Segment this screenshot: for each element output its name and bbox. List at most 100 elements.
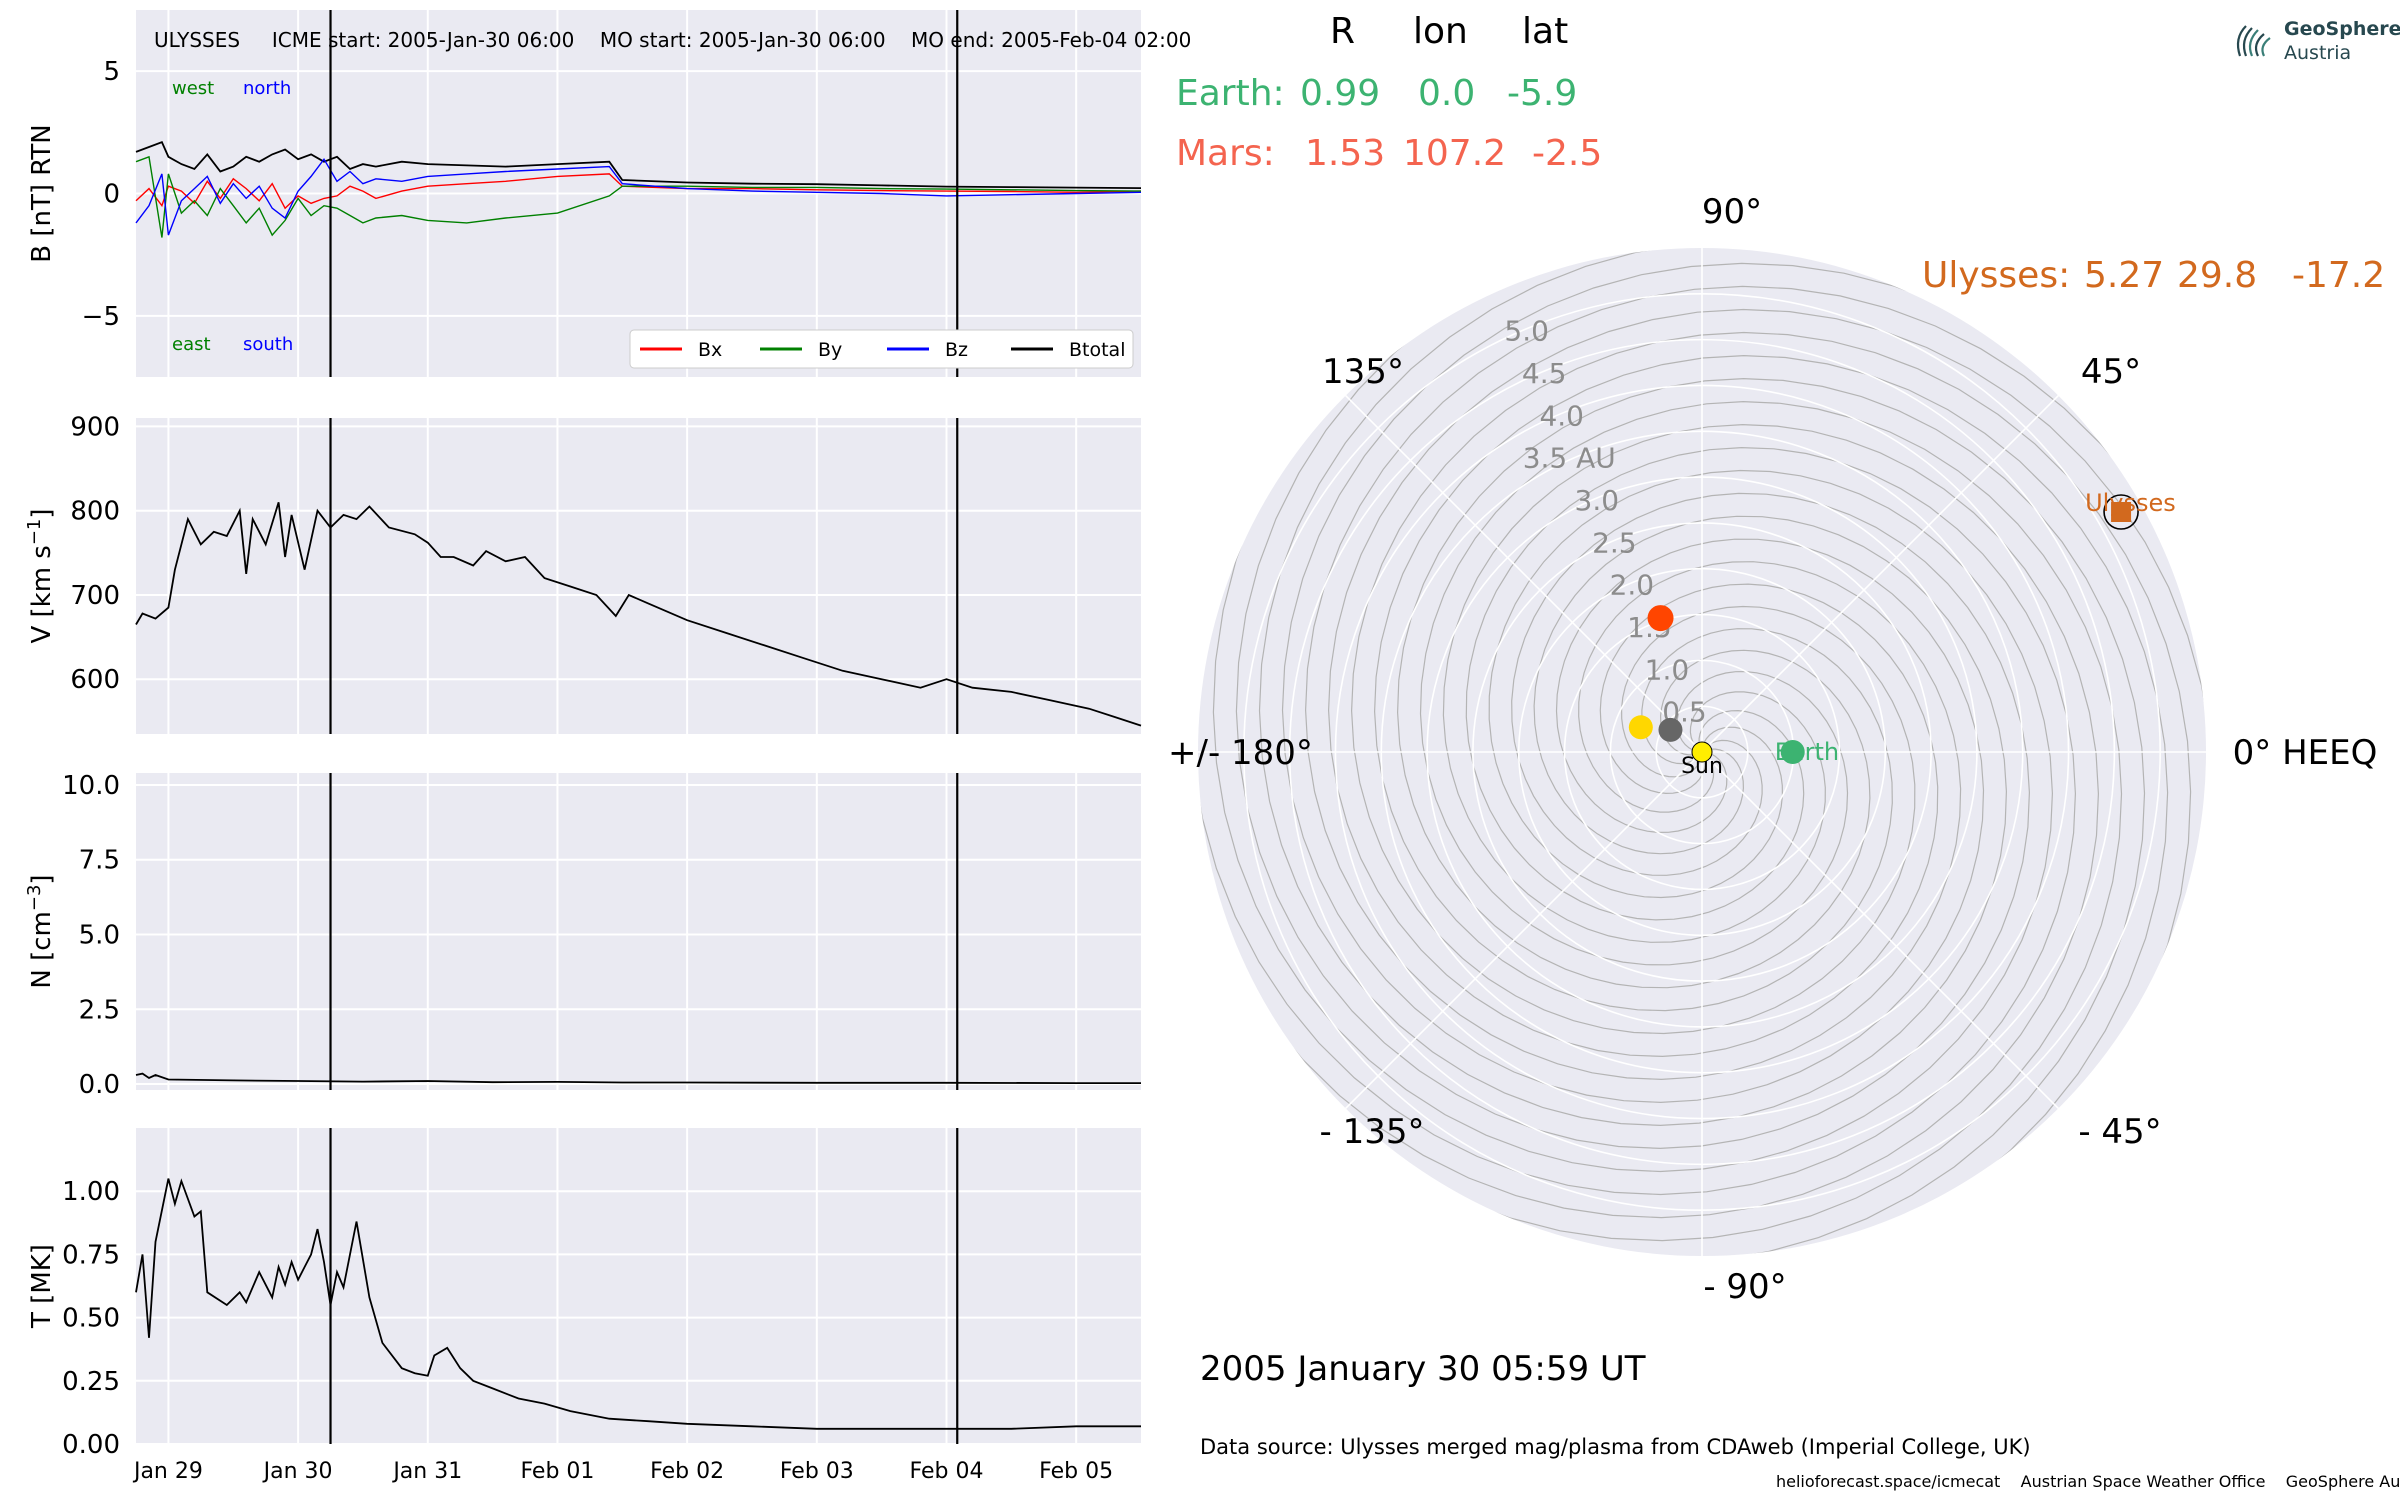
legend-label-By: By [818,339,842,361]
r-tick-label: 4.0 [1539,399,1584,432]
angle-label: 0° HEEQ [2233,733,2378,773]
ulysses-row-r: 5.27 [2084,255,2165,296]
y-tick-label: 0.25 [62,1367,120,1397]
series-V [135,502,1142,727]
mars-marker [1647,605,1674,632]
y-tick-label: 800 [70,497,120,527]
x-tick-label: Feb 01 [520,1459,594,1484]
r-tick-label: 5.0 [1504,315,1549,348]
earth-row-r: 0.99 [1300,73,1381,114]
ulysses-marker-ring [2103,494,2139,530]
series-N [135,1072,1141,1084]
panel-temperature: 0.00 0.25 0.50 0.75 1.00 T [MK] Jan 29 Jan 30 Ja… [27,1128,1141,1484]
angle-spoke [1701,395,2059,753]
annot-west: west [172,78,214,99]
mars-row-r: 1.53 [1305,133,1386,174]
title-spacecraft: ULYSSES [154,28,241,52]
series-Bx [135,173,1142,210]
legend: Bx By Bz Btotal [629,329,1134,369]
footer: helioforecast.space/icmecat Austrian Spa… [1776,1474,2400,1490]
r-tick-label: 1.0 [1645,653,1690,686]
angle-spoke [1345,751,1703,1109]
y-tick-label: 2.5 [79,995,120,1025]
ulysses-label: Ulysses [2085,489,2176,517]
footer-office: Austrian Space Weather Office [2020,1472,2266,1491]
polar-plot: 0.51.01.52.02.53.03.5 AU4.04.55.00° HEEQ… [1168,192,2377,1307]
y-axis-label: T [MK] [27,1244,57,1329]
x-tick-label: Feb 04 [910,1459,984,1484]
ulysses-row-lon: 29.8 [2177,255,2258,296]
annot-north: north [243,78,291,99]
title-icme-start: ICME start: 2005-Jan-30 06:00 [271,28,575,52]
y-tick-label: 0 [103,180,120,210]
mars-row-lon: 107.2 [1403,133,1507,174]
y-tick-label: 900 [70,412,120,442]
earth-row-lon: 0.0 [1418,73,1476,114]
header-lat: lat [1522,11,1569,52]
panel-mag: −5 0 5 B [nT] RTN west north east south Bx By Bz Bt… [27,10,1142,377]
angle-label: - 45° [2078,1112,2161,1152]
angle-label: - 90° [1703,1267,1786,1307]
y-tick-label: 5.0 [79,920,120,950]
legend-label-Bx: Bx [698,339,722,361]
parker-spiral [1373,354,2169,1186]
ulysses-row-lat: -17.2 [2292,255,2386,296]
parker-spiral [1212,469,2054,1173]
header-lon: lon [1413,11,1468,52]
x-tick-label: Feb 03 [780,1459,854,1484]
y-tick-label: 0.50 [62,1304,120,1334]
x-tick-label: Feb 02 [650,1459,724,1484]
mars-row-lat: -2.5 [1532,133,1603,174]
parker-spiral [1304,285,2136,1081]
parker-spiral [1198,446,2077,1196]
parker-spiral [1396,377,2146,1256]
header-r: R [1330,11,1356,52]
legend-label-Btotal: Btotal [1069,339,1125,361]
series-T [135,1178,1141,1430]
y-tick-label: 600 [70,665,120,695]
series-Btotal [135,140,1142,189]
angle-label: 90° [1702,192,1762,232]
panel-speed: 600 700 800 900 V [km s−1] [24,412,1142,734]
ulysses-marker [2111,501,2132,522]
r-tick-label: 2.5 [1592,526,1637,559]
sun-marker [1691,741,1713,763]
logo-line2: Austria [2284,42,2352,64]
footer-site: helioforecast.space/icmecat [1776,1472,2001,1491]
r-tick-label: 4.5 [1522,357,1567,390]
angle-label: 45° [2081,352,2141,392]
panel-background [136,418,1141,734]
parker-spiral [1268,423,2100,1219]
parker-spiral [1350,331,2192,1035]
geosphere-logo-icon [2236,25,2271,57]
series-By [135,155,1142,238]
earth-row-label: Earth: [1176,73,1285,114]
r-tick-label: 3.5 AU [1523,442,1616,475]
y-tick-label: 1.00 [62,1177,120,1207]
title-mo-start: MO start: 2005-Jan-30 06:00 [599,28,886,52]
footer-org: GeoSphere Austria [2285,1472,2400,1491]
earth-label: Earth [1775,738,1839,766]
angle-label: 135° [1322,352,1404,392]
x-tick-label: Jan 31 [391,1459,462,1484]
panel-background [136,773,1141,1090]
r-tick-label: 3.0 [1575,484,1620,517]
earth-row-lat: -5.9 [1507,73,1578,114]
angle-spoke [1345,395,1703,753]
ulysses-row-label: Ulysses: [1922,255,2071,296]
parker-spiral [1235,318,2031,1150]
y-tick-label: −5 [82,302,120,332]
angle-spoke [1701,751,2059,1109]
y-tick-label: 0.00 [62,1430,120,1460]
parker-spiral [1258,248,2008,1127]
figure-title: ULYSSES ICME start: 2005-Jan-30 06:00 MO… [154,30,1191,50]
annot-south: south [243,334,293,355]
title-mo-end: MO end: 2005-Feb-04 02:00 [911,28,1192,52]
logo-line1: GeoSphere [2284,18,2400,40]
sun-label: Sun [1681,754,1723,779]
angle-label: +/- 180° [1168,733,1313,773]
mercury-marker [1658,717,1683,742]
y-tick-label: 0.75 [62,1240,120,1270]
data-source: Data source: Ulysses merged mag/plasma f… [1200,1435,2031,1459]
